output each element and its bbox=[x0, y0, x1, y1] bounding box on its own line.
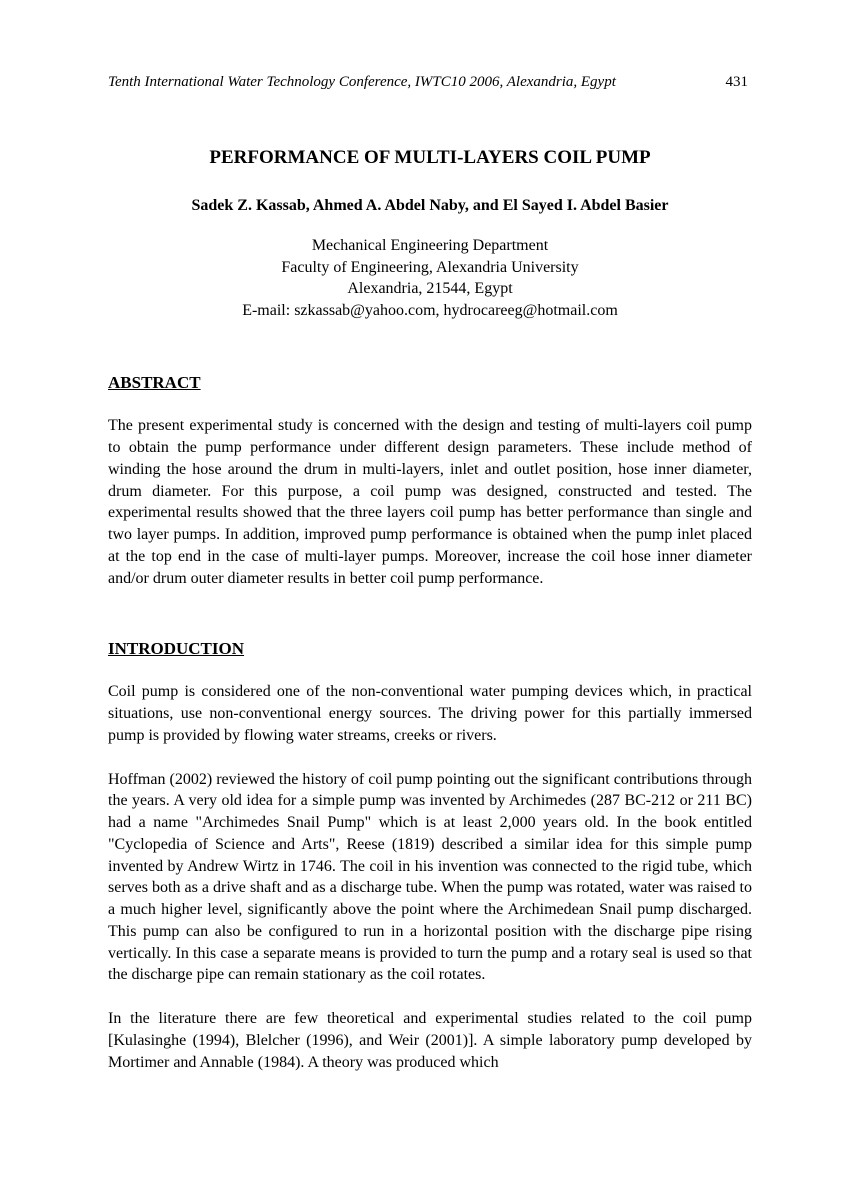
intro-para-1: Coil pump is considered one of the non-c… bbox=[108, 681, 752, 746]
affiliation-block: Mechanical Engineering Department Facult… bbox=[108, 235, 752, 321]
conference-name: Tenth International Water Technology Con… bbox=[108, 74, 616, 90]
intro-para-2: Hoffman (2002) reviewed the history of c… bbox=[108, 769, 752, 987]
introduction-heading: INTRODUCTION bbox=[108, 639, 752, 659]
authors: Sadek Z. Kassab, Ahmed A. Abdel Naby, an… bbox=[108, 197, 752, 215]
intro-para-3: In the literature there are few theoreti… bbox=[108, 1008, 752, 1073]
paper-title: PERFORMANCE OF MULTI-LAYERS COIL PUMP bbox=[108, 147, 752, 169]
affiliation-address: Alexandria, 21544, Egypt bbox=[108, 278, 752, 300]
abstract-heading: ABSTRACT bbox=[108, 373, 752, 393]
abstract-text: The present experimental study is concer… bbox=[108, 415, 752, 589]
running-header: Tenth International Water Technology Con… bbox=[108, 74, 752, 91]
affiliation-faculty: Faculty of Engineering, Alexandria Unive… bbox=[108, 257, 752, 279]
affiliation-dept: Mechanical Engineering Department bbox=[108, 235, 752, 257]
page-number: 431 bbox=[726, 74, 749, 91]
affiliation-email: E-mail: szkassab@yahoo.com, hydrocareeg@… bbox=[108, 300, 752, 322]
